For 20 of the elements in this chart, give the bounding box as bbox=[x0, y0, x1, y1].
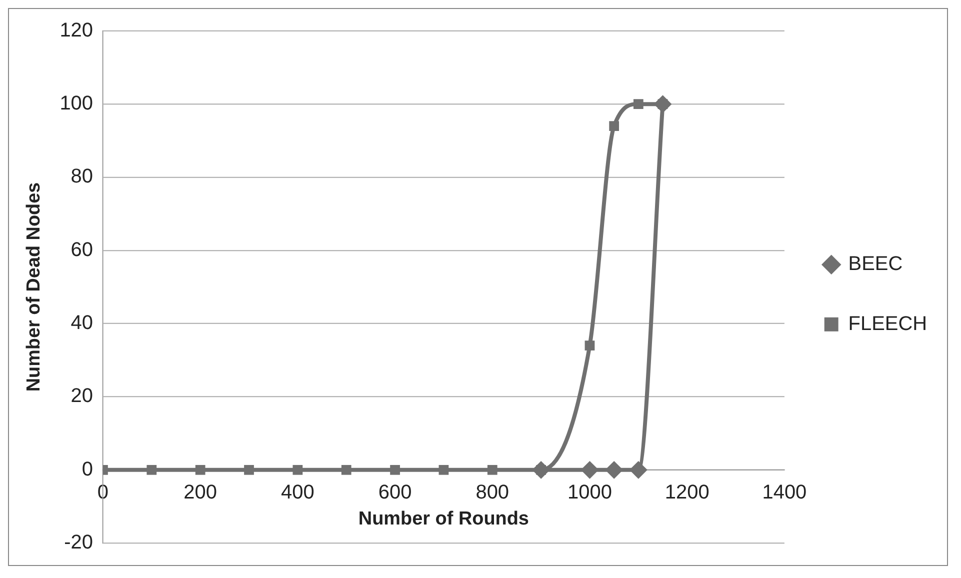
y-tick-label: 20 bbox=[70, 385, 93, 408]
x-tick-label: 0 bbox=[97, 481, 109, 504]
y-tick-label: 120 bbox=[60, 19, 93, 42]
legend-label: BEEC bbox=[848, 253, 903, 276]
x-axis-title: Number of Rounds bbox=[358, 508, 529, 530]
y-tick-label: 40 bbox=[70, 312, 93, 334]
x-tick-label: 1400 bbox=[762, 481, 807, 504]
x-tick-label: 200 bbox=[184, 481, 217, 504]
x-tick-label: 1000 bbox=[568, 481, 612, 504]
y-tick-label: 60 bbox=[70, 238, 93, 261]
y-tick-label: 0 bbox=[82, 458, 93, 480]
y-tick-label: 100 bbox=[60, 92, 93, 115]
y-tick-label: 80 bbox=[70, 166, 93, 188]
y-axis-title: Number of Dead Nodes bbox=[24, 182, 45, 392]
x-tick-label: 800 bbox=[476, 481, 510, 504]
legend-label: FLEECH bbox=[848, 312, 928, 335]
y-tick-label: -20 bbox=[64, 532, 93, 554]
x-tick-label: 600 bbox=[378, 481, 412, 504]
x-tick-label: 1200 bbox=[664, 481, 710, 504]
x-tick-label: 400 bbox=[281, 481, 314, 504]
